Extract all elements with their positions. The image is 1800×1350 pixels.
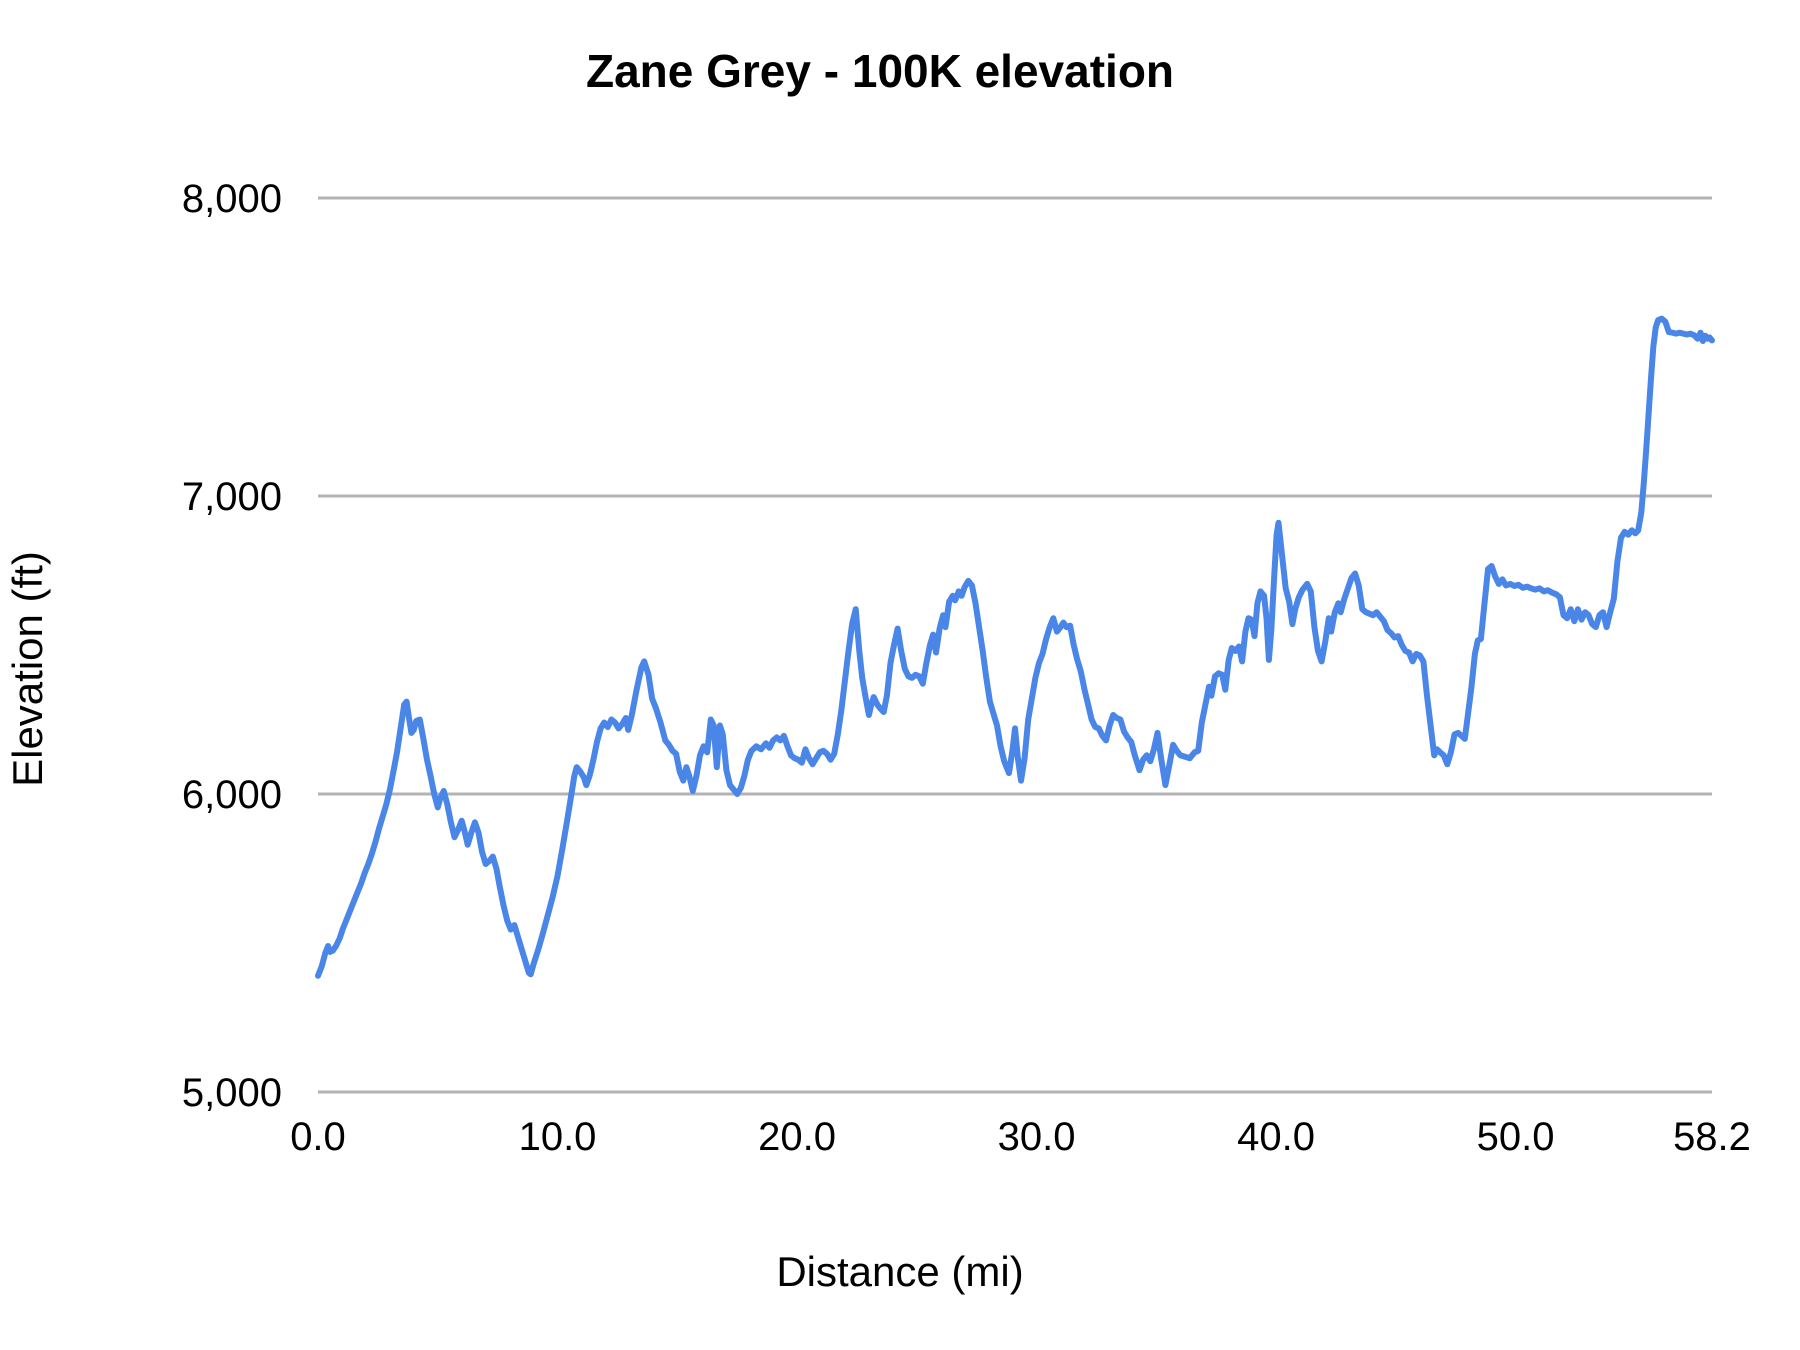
x-tick-label: 40.0 bbox=[1237, 1115, 1315, 1159]
y-tick-label: 6,000 bbox=[182, 773, 282, 817]
y-tick-label: 8,000 bbox=[182, 177, 282, 221]
x-tick-label: 30.0 bbox=[998, 1115, 1076, 1159]
chart-title: Zane Grey - 100K elevation bbox=[585, 45, 1175, 97]
x-tick-label: 10.0 bbox=[519, 1115, 597, 1159]
x-tick-label: 0.0 bbox=[290, 1115, 346, 1159]
y-axis-title: Elevation (ft) bbox=[4, 551, 51, 787]
y-tick-label: 7,000 bbox=[182, 475, 282, 519]
x-tick-label: 58.2 bbox=[1673, 1115, 1751, 1159]
elevation-line bbox=[315, 315, 1715, 979]
y-tick-label: 5,000 bbox=[182, 1071, 282, 1115]
x-axis-title: Distance (mi) bbox=[776, 1248, 1024, 1295]
x-tick-label: 50.0 bbox=[1477, 1115, 1555, 1159]
x-tick-label: 20.0 bbox=[758, 1115, 836, 1159]
